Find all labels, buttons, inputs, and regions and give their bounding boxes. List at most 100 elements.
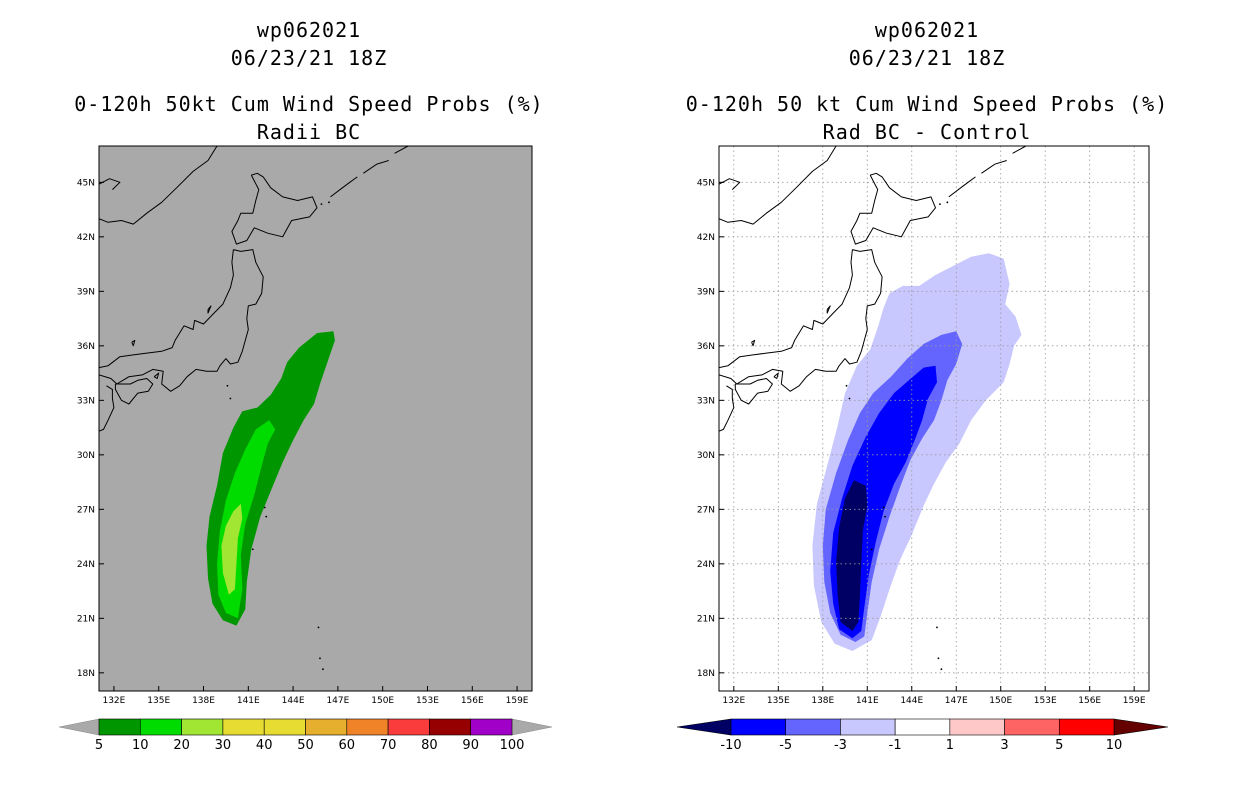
x-tick-label: 144E bbox=[900, 696, 923, 706]
colorbar-bin-50-60 bbox=[305, 718, 348, 736]
colorbar-bin-5 to 10 bbox=[1058, 718, 1115, 736]
colorbar-label: 10 bbox=[1106, 738, 1123, 753]
colorbar-label: -5 bbox=[779, 738, 792, 753]
right-chart-panel: wp062021 06/23/21 18Z 0-120h 50 kt Cum W… bbox=[618, 0, 1236, 800]
colorbar-bin-80-90 bbox=[429, 718, 471, 736]
island-dot bbox=[229, 397, 232, 400]
x-tick-label: 135E bbox=[767, 696, 790, 706]
colorbar-label: -3 bbox=[834, 738, 847, 753]
y-tick-label: 45N bbox=[697, 178, 715, 188]
colorbar-label: 90 bbox=[462, 738, 479, 753]
island-dot bbox=[320, 203, 323, 206]
right-map-chart: 132E 135E 138E 141E 144E 147E 150E 153E 156E 159E… bbox=[676, 135, 1169, 753]
colorbar-bin-30-40 bbox=[222, 718, 265, 736]
x-tick-label: 153E bbox=[416, 696, 439, 706]
colorbar-over-triangle bbox=[511, 718, 553, 736]
y-tick-label: 33N bbox=[697, 396, 715, 406]
coastline-4 bbox=[719, 249, 883, 392]
coastline-8 bbox=[826, 305, 831, 314]
island-dot bbox=[319, 657, 321, 660]
x-tick-label: 138E bbox=[192, 696, 215, 706]
coastline-2 bbox=[719, 178, 741, 190]
island-dot bbox=[937, 657, 940, 660]
island-dot bbox=[251, 548, 254, 551]
x-tick-label: 147E bbox=[945, 696, 968, 706]
colorbar-label: -10 bbox=[720, 738, 741, 753]
colorbar-bin--10 to -5 bbox=[730, 718, 787, 736]
coastline-9 bbox=[131, 339, 136, 347]
y-tick-label: 21N bbox=[77, 614, 95, 624]
x-tick-label: 159E bbox=[1123, 696, 1146, 706]
x-tick-label: 138E bbox=[811, 696, 834, 706]
right-title-subtitle: Rad BC - Control bbox=[822, 120, 1032, 144]
y-tick-label: 21N bbox=[697, 614, 715, 624]
colorbar-bin--3 to -1 bbox=[840, 718, 896, 736]
coastline-3 bbox=[850, 172, 936, 245]
colorbar-bin-<-10 bbox=[676, 718, 732, 736]
colorbar-label: 5 bbox=[1055, 738, 1063, 753]
island-dot bbox=[884, 515, 886, 518]
colorbar-label: 5 bbox=[95, 738, 103, 753]
colorbar-label: 80 bbox=[421, 738, 438, 753]
island-dot bbox=[939, 203, 941, 206]
x-tick-label: 135E bbox=[147, 696, 170, 706]
x-tick-label: 150E bbox=[989, 696, 1012, 706]
colorbar-label: 70 bbox=[380, 738, 397, 753]
y-tick-label: 27N bbox=[697, 505, 715, 515]
colorbar-bin-3 to 5 bbox=[1004, 718, 1060, 736]
field-contour-3 bbox=[221, 503, 243, 595]
colorbar-label: 60 bbox=[339, 738, 356, 753]
coastline-1 bbox=[719, 146, 837, 225]
island-dot bbox=[936, 626, 938, 629]
colorbar-label: 1 bbox=[946, 738, 954, 753]
coastline-1 bbox=[99, 146, 218, 225]
colorbar-bin-40-50 bbox=[263, 718, 306, 736]
colorbar-bin-90-100 bbox=[470, 718, 513, 736]
colorbar-label: 20 bbox=[173, 738, 190, 753]
map-frame bbox=[718, 145, 1150, 692]
colorbar-bin--1 to 1 bbox=[894, 718, 951, 736]
kuril-island-4 bbox=[1030, 135, 1039, 140]
coastline-6 bbox=[734, 378, 773, 405]
x-tick-label: 156E bbox=[461, 696, 484, 706]
coastline-7 bbox=[153, 372, 160, 379]
kuril-island-3 bbox=[1012, 146, 1027, 154]
y-tick-label: 45N bbox=[77, 178, 95, 188]
colorbar-label: -1 bbox=[889, 738, 902, 753]
left-title-product: 0-120h 50kt Cum Wind Speed Probs (%) bbox=[74, 92, 544, 116]
y-tick-label: 27N bbox=[77, 505, 95, 515]
left-map-chart: 132E 135E 138E 141E 144E 147E 150E 153E 156E 159E… bbox=[58, 135, 553, 753]
left-title-datetime: 06/23/21 18Z bbox=[230, 46, 388, 70]
island-dot bbox=[940, 668, 943, 671]
island-dot bbox=[265, 515, 268, 518]
y-tick-label: 36N bbox=[77, 342, 95, 352]
y-tick-label: 18N bbox=[697, 669, 715, 679]
x-tick-label: 141E bbox=[237, 696, 260, 706]
colorbar-bin-20-30 bbox=[181, 718, 224, 736]
x-tick-label: 156E bbox=[1078, 696, 1101, 706]
island-dot bbox=[870, 548, 873, 551]
left-chart-panel: wp062021 06/23/21 18Z 0-120h 50kt Cum Wi… bbox=[58, 18, 553, 753]
right-title-storm-id: wp062021 bbox=[874, 18, 980, 42]
colorbar-bin-10-20 bbox=[140, 718, 182, 736]
kuril-island-2 bbox=[363, 160, 389, 174]
colorbar-label: 50 bbox=[297, 738, 314, 753]
left-title-storm-id: wp062021 bbox=[256, 18, 362, 42]
island-dot bbox=[322, 668, 324, 671]
coastline-5 bbox=[719, 385, 735, 432]
colorbar-label: 10 bbox=[132, 738, 149, 753]
coastline-7 bbox=[773, 372, 779, 379]
x-tick-label: 141E bbox=[856, 696, 879, 706]
x-tick-label: 132E bbox=[102, 696, 125, 706]
y-tick-label: 42N bbox=[697, 233, 715, 243]
left-title-subtitle: Radii BC bbox=[256, 120, 362, 144]
y-tick-label: 30N bbox=[77, 451, 95, 461]
island-dot bbox=[317, 626, 320, 629]
kuril-island-4 bbox=[413, 135, 422, 140]
colorbar-bin--5 to -3 bbox=[785, 718, 841, 736]
field-contour-4 bbox=[836, 480, 868, 631]
y-tick-label: 39N bbox=[77, 287, 95, 297]
y-tick-label: 24N bbox=[697, 560, 715, 570]
colorbar-bin->10 bbox=[1113, 718, 1169, 736]
island-dot bbox=[848, 397, 851, 400]
